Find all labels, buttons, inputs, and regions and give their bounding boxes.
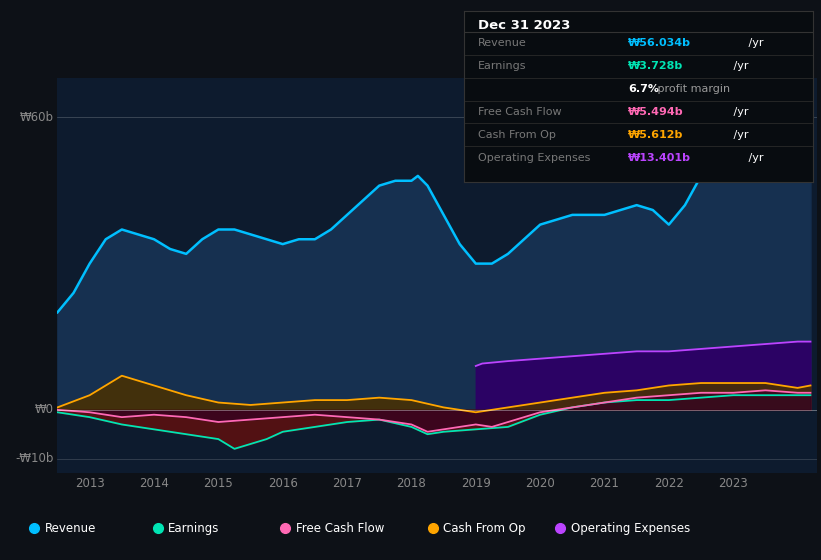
Text: 6.7%: 6.7%: [628, 85, 659, 94]
Text: /yr: /yr: [745, 153, 764, 162]
Text: Dec 31 2023: Dec 31 2023: [478, 19, 571, 32]
Text: Earnings: Earnings: [478, 61, 526, 71]
Text: /yr: /yr: [731, 129, 749, 139]
Text: Revenue: Revenue: [478, 38, 526, 48]
Text: ₩60b: ₩60b: [20, 111, 53, 124]
Text: Free Cash Flow: Free Cash Flow: [478, 108, 562, 118]
Text: ₩5.494b: ₩5.494b: [628, 108, 684, 118]
Text: /yr: /yr: [731, 108, 749, 118]
Text: Free Cash Flow: Free Cash Flow: [296, 522, 384, 535]
Text: Cash From Op: Cash From Op: [443, 522, 525, 535]
Text: /yr: /yr: [731, 61, 749, 71]
Text: ₩56.034b: ₩56.034b: [628, 38, 690, 48]
Text: Earnings: Earnings: [168, 522, 220, 535]
Text: Cash From Op: Cash From Op: [478, 129, 556, 139]
Text: Operating Expenses: Operating Expenses: [571, 522, 690, 535]
Text: ₩5.612b: ₩5.612b: [628, 129, 683, 139]
Text: ₩0: ₩0: [34, 403, 53, 416]
Text: profit margin: profit margin: [654, 85, 730, 94]
Text: Revenue: Revenue: [45, 522, 97, 535]
Text: ₩3.728b: ₩3.728b: [628, 61, 683, 71]
Text: ₩13.401b: ₩13.401b: [628, 153, 690, 162]
Text: /yr: /yr: [745, 38, 764, 48]
Text: Operating Expenses: Operating Expenses: [478, 153, 590, 162]
Text: -₩10b: -₩10b: [16, 452, 53, 465]
